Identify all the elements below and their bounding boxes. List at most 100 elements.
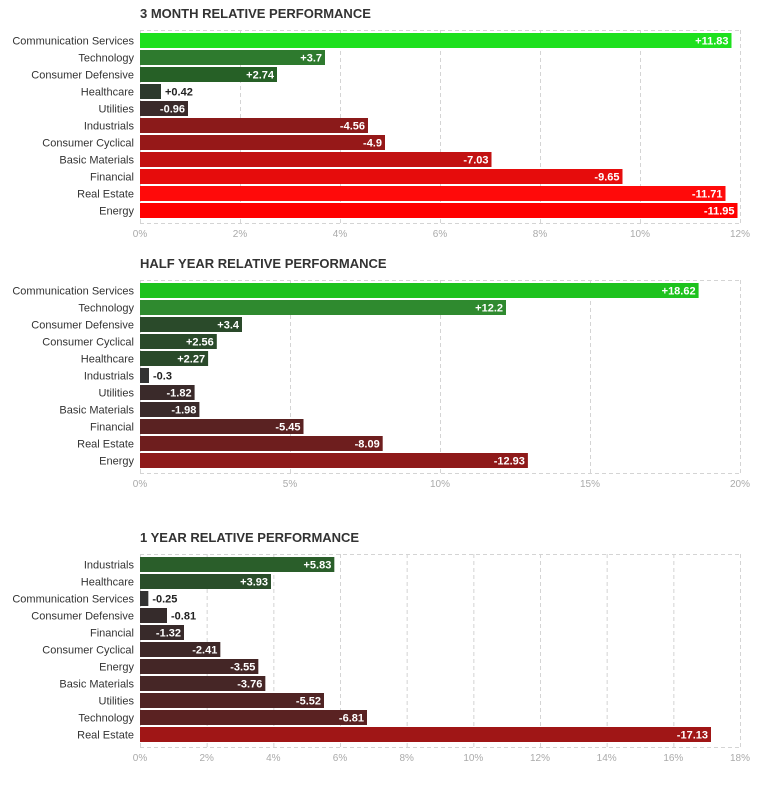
category-label: Healthcare xyxy=(81,354,134,366)
data-label: -0.3 xyxy=(153,371,172,383)
data-label: +3.4 xyxy=(217,320,240,332)
category-label: Consumer Defensive xyxy=(31,320,134,332)
tick-label: 15% xyxy=(580,479,600,490)
bar xyxy=(140,118,368,133)
gridlines-3-month xyxy=(140,30,741,224)
chart-title-3-month: 3 MONTH RELATIVE PERFORMANCE xyxy=(140,6,371,21)
tick-label: 8% xyxy=(399,753,414,764)
data-label: -1.32 xyxy=(156,628,181,640)
data-label: -1.82 xyxy=(167,388,192,400)
tick-label: 2% xyxy=(199,753,214,764)
tick-label: 4% xyxy=(266,753,281,764)
data-label: -5.52 xyxy=(296,696,321,708)
bar xyxy=(140,693,324,708)
bar xyxy=(140,50,325,65)
category-label: Consumer Cyclical xyxy=(42,337,134,349)
chart-title-half-year: HALF YEAR RELATIVE PERFORMANCE xyxy=(140,256,387,271)
category-label: Technology xyxy=(78,303,134,315)
data-label: -3.76 xyxy=(237,679,262,691)
bar xyxy=(140,203,738,218)
gridlines-half-year xyxy=(140,280,741,474)
category-label: Energy xyxy=(99,456,134,468)
data-label: -0.81 xyxy=(171,611,196,623)
tick-label: 5% xyxy=(283,479,298,490)
data-label: -4.56 xyxy=(340,121,365,133)
tick-label: 4% xyxy=(333,229,348,240)
chart-3-month: 3 MONTH RELATIVE PERFORMANCE 0% 2% 4% 6% 8% 10… xyxy=(12,6,750,240)
data-label: -2.41 xyxy=(192,645,217,657)
data-label: -0.96 xyxy=(160,104,185,116)
category-label: Industrials xyxy=(84,560,135,572)
data-label: -11.95 xyxy=(704,206,735,218)
category-label: Utilities xyxy=(99,696,135,708)
bar xyxy=(140,67,277,82)
bar xyxy=(140,385,195,400)
tick-label: 18% xyxy=(730,753,750,764)
tick-label: 10% xyxy=(630,229,650,240)
category-label: Industrials xyxy=(84,371,135,383)
bar xyxy=(140,453,528,468)
data-label: +18.62 xyxy=(662,286,696,298)
gridlines-1-year xyxy=(140,554,741,748)
bar xyxy=(140,419,304,434)
category-label: Consumer Cyclical xyxy=(42,645,134,657)
category-label: Healthcare xyxy=(81,577,134,589)
bar xyxy=(140,300,506,315)
data-label: -5.45 xyxy=(275,422,300,434)
bar xyxy=(140,625,184,640)
bar xyxy=(140,135,385,150)
bar xyxy=(140,727,711,742)
tick-label: 10% xyxy=(463,753,483,764)
bar xyxy=(140,169,623,184)
data-label: +2.56 xyxy=(186,337,214,349)
data-label: -0.25 xyxy=(152,594,177,606)
data-label: -12.93 xyxy=(494,456,525,468)
category-label: Technology xyxy=(78,53,134,65)
bar xyxy=(140,101,188,116)
data-label: +5.83 xyxy=(303,560,331,572)
bar xyxy=(140,557,335,572)
tick-label: 14% xyxy=(597,753,617,764)
category-label: Financial xyxy=(90,628,134,640)
bar xyxy=(140,283,699,298)
chart-title-1-year: 1 YEAR RELATIVE PERFORMANCE xyxy=(140,530,359,545)
bar xyxy=(140,152,492,167)
category-label: Energy xyxy=(99,206,134,218)
tick-label: 0% xyxy=(133,479,148,490)
bar xyxy=(140,351,209,366)
bar xyxy=(140,608,167,623)
data-label: -9.65 xyxy=(594,172,619,184)
bar xyxy=(140,33,732,48)
tick-label: 6% xyxy=(333,753,348,764)
bar xyxy=(140,334,217,349)
tick-label: 6% xyxy=(433,229,448,240)
category-label: Consumer Cyclical xyxy=(42,138,134,150)
category-label: Basic Materials xyxy=(59,405,134,417)
bar xyxy=(140,317,242,332)
tick-label: 16% xyxy=(663,753,683,764)
data-label: -8.09 xyxy=(355,439,380,451)
tick-label: 8% xyxy=(533,229,548,240)
bar xyxy=(140,591,149,606)
category-label: Communication Services xyxy=(12,594,134,606)
tick-label: 12% xyxy=(730,229,750,240)
category-label: Technology xyxy=(78,713,134,725)
bar xyxy=(140,402,200,417)
data-label: -4.9 xyxy=(363,138,382,150)
bar xyxy=(140,186,726,201)
category-label: Consumer Defensive xyxy=(31,611,134,623)
tick-label: 0% xyxy=(133,229,148,240)
data-label: +3.7 xyxy=(300,53,322,65)
chart-1-year: 1 YEAR RELATIVE PERFORMANCE 0% 2% 4% 6% 8% 10%… xyxy=(12,530,750,764)
tick-label: 0% xyxy=(133,753,148,764)
chart-half-year: HALF YEAR RELATIVE PERFORMANCE 0% 5% 10% 15%… xyxy=(12,256,750,490)
bar xyxy=(140,368,149,383)
data-label: +3.93 xyxy=(240,577,268,589)
category-label: Communication Services xyxy=(12,36,134,48)
category-label: Basic Materials xyxy=(59,155,134,167)
category-label: Utilities xyxy=(99,388,135,400)
category-label: Financial xyxy=(90,172,134,184)
bar xyxy=(140,659,259,674)
bar xyxy=(140,436,383,451)
